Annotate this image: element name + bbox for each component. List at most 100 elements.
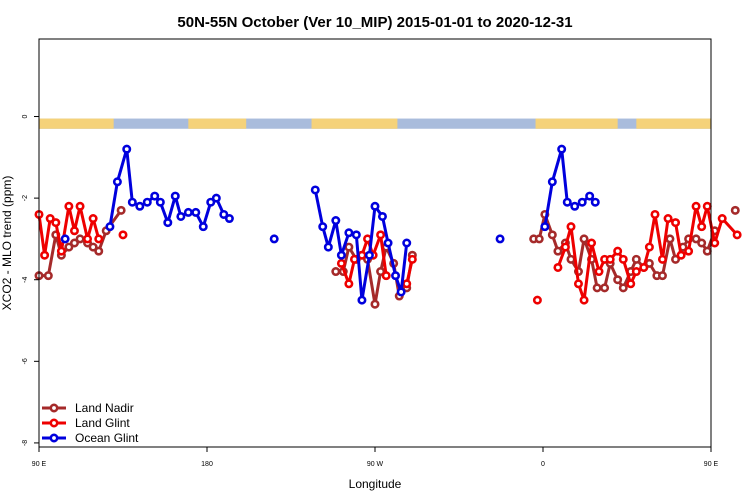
data-point [383, 238, 393, 248]
data-point [557, 144, 567, 154]
data-point [577, 197, 587, 207]
y-tick-label: -4 [22, 277, 29, 283]
data-point [594, 267, 604, 277]
data-point [64, 201, 74, 211]
data-point [116, 205, 126, 215]
data-point [573, 279, 583, 289]
data-point [587, 238, 597, 248]
data-point [191, 207, 201, 217]
data-point [163, 218, 173, 228]
data-point [344, 279, 354, 289]
data-point [364, 250, 374, 260]
land-band-segment [636, 118, 711, 129]
data-point [198, 222, 208, 232]
data-point [370, 201, 380, 211]
data-point [566, 222, 576, 232]
series-land-nadir [34, 205, 740, 309]
data-point [407, 254, 417, 264]
data-point [730, 205, 740, 215]
data-point [155, 197, 165, 207]
series-layer [34, 144, 742, 309]
data-point [697, 222, 707, 232]
data-point [547, 177, 557, 187]
data-point [676, 250, 686, 260]
y-axis: 0 -2 -4 -6 -8 [22, 114, 39, 446]
data-point [370, 299, 380, 309]
data-point [170, 191, 180, 201]
data-point [553, 246, 563, 256]
data-point [671, 218, 681, 228]
data-point [377, 211, 387, 221]
data-point [657, 271, 667, 281]
data-point [391, 271, 401, 281]
data-point [663, 214, 673, 224]
series-line [543, 147, 597, 227]
data-point [613, 275, 623, 285]
y-tick-label: -8 [22, 440, 29, 446]
series-ocean-glint [60, 144, 600, 305]
data-point [142, 197, 152, 207]
data-point [206, 197, 216, 207]
y-tick-label: 0 [22, 114, 29, 118]
data-point [579, 234, 589, 244]
data-point [402, 279, 412, 289]
data-point [336, 250, 346, 260]
data-point [691, 234, 701, 244]
data-point [211, 193, 221, 203]
data-point [631, 254, 641, 264]
data-point [579, 295, 589, 305]
data-point [585, 191, 595, 201]
data-point [150, 191, 160, 201]
legend-marker [49, 433, 59, 443]
data-point [495, 234, 505, 244]
data-point [69, 226, 79, 236]
data-point [702, 201, 712, 211]
data-point [183, 207, 193, 217]
data-point [665, 234, 675, 244]
data-point [105, 222, 115, 232]
land-ocean-band [39, 118, 711, 129]
data-point [671, 254, 681, 264]
data-point [592, 283, 602, 293]
legend-label: Land Glint [75, 416, 130, 430]
data-point [639, 262, 649, 272]
legend-label: Ocean Glint [75, 431, 139, 445]
chart-title: 50N-55N October (Ver 10_MIP) 2015-01-01 … [177, 14, 572, 31]
data-point [224, 214, 234, 224]
data-point [60, 234, 70, 244]
data-point [88, 242, 98, 252]
legend-label: Land Nadir [75, 401, 134, 415]
data-point [644, 242, 654, 252]
data-point [650, 209, 660, 219]
data-point [349, 254, 359, 264]
data-point [45, 214, 55, 224]
data-point [331, 267, 341, 277]
data-point [631, 267, 641, 277]
data-point [94, 234, 104, 244]
data-point [83, 234, 93, 244]
data-point [118, 230, 128, 240]
legend-marker [49, 418, 59, 428]
data-point [127, 197, 137, 207]
data-point [336, 258, 346, 268]
data-point [605, 254, 615, 264]
data-point [560, 242, 570, 252]
data-point [697, 238, 707, 248]
data-point [323, 242, 333, 252]
data-point [219, 209, 229, 219]
legend-marker [49, 403, 59, 413]
data-point [344, 242, 354, 252]
y-tick-label: -6 [22, 358, 29, 364]
data-point [732, 230, 742, 240]
data-point [357, 295, 367, 305]
data-point [135, 201, 145, 211]
data-point [613, 246, 623, 256]
data-point [43, 271, 53, 281]
data-point [590, 197, 600, 207]
data-point [331, 216, 341, 226]
data-point [75, 234, 85, 244]
data-point [381, 271, 391, 281]
data-point [351, 230, 361, 240]
